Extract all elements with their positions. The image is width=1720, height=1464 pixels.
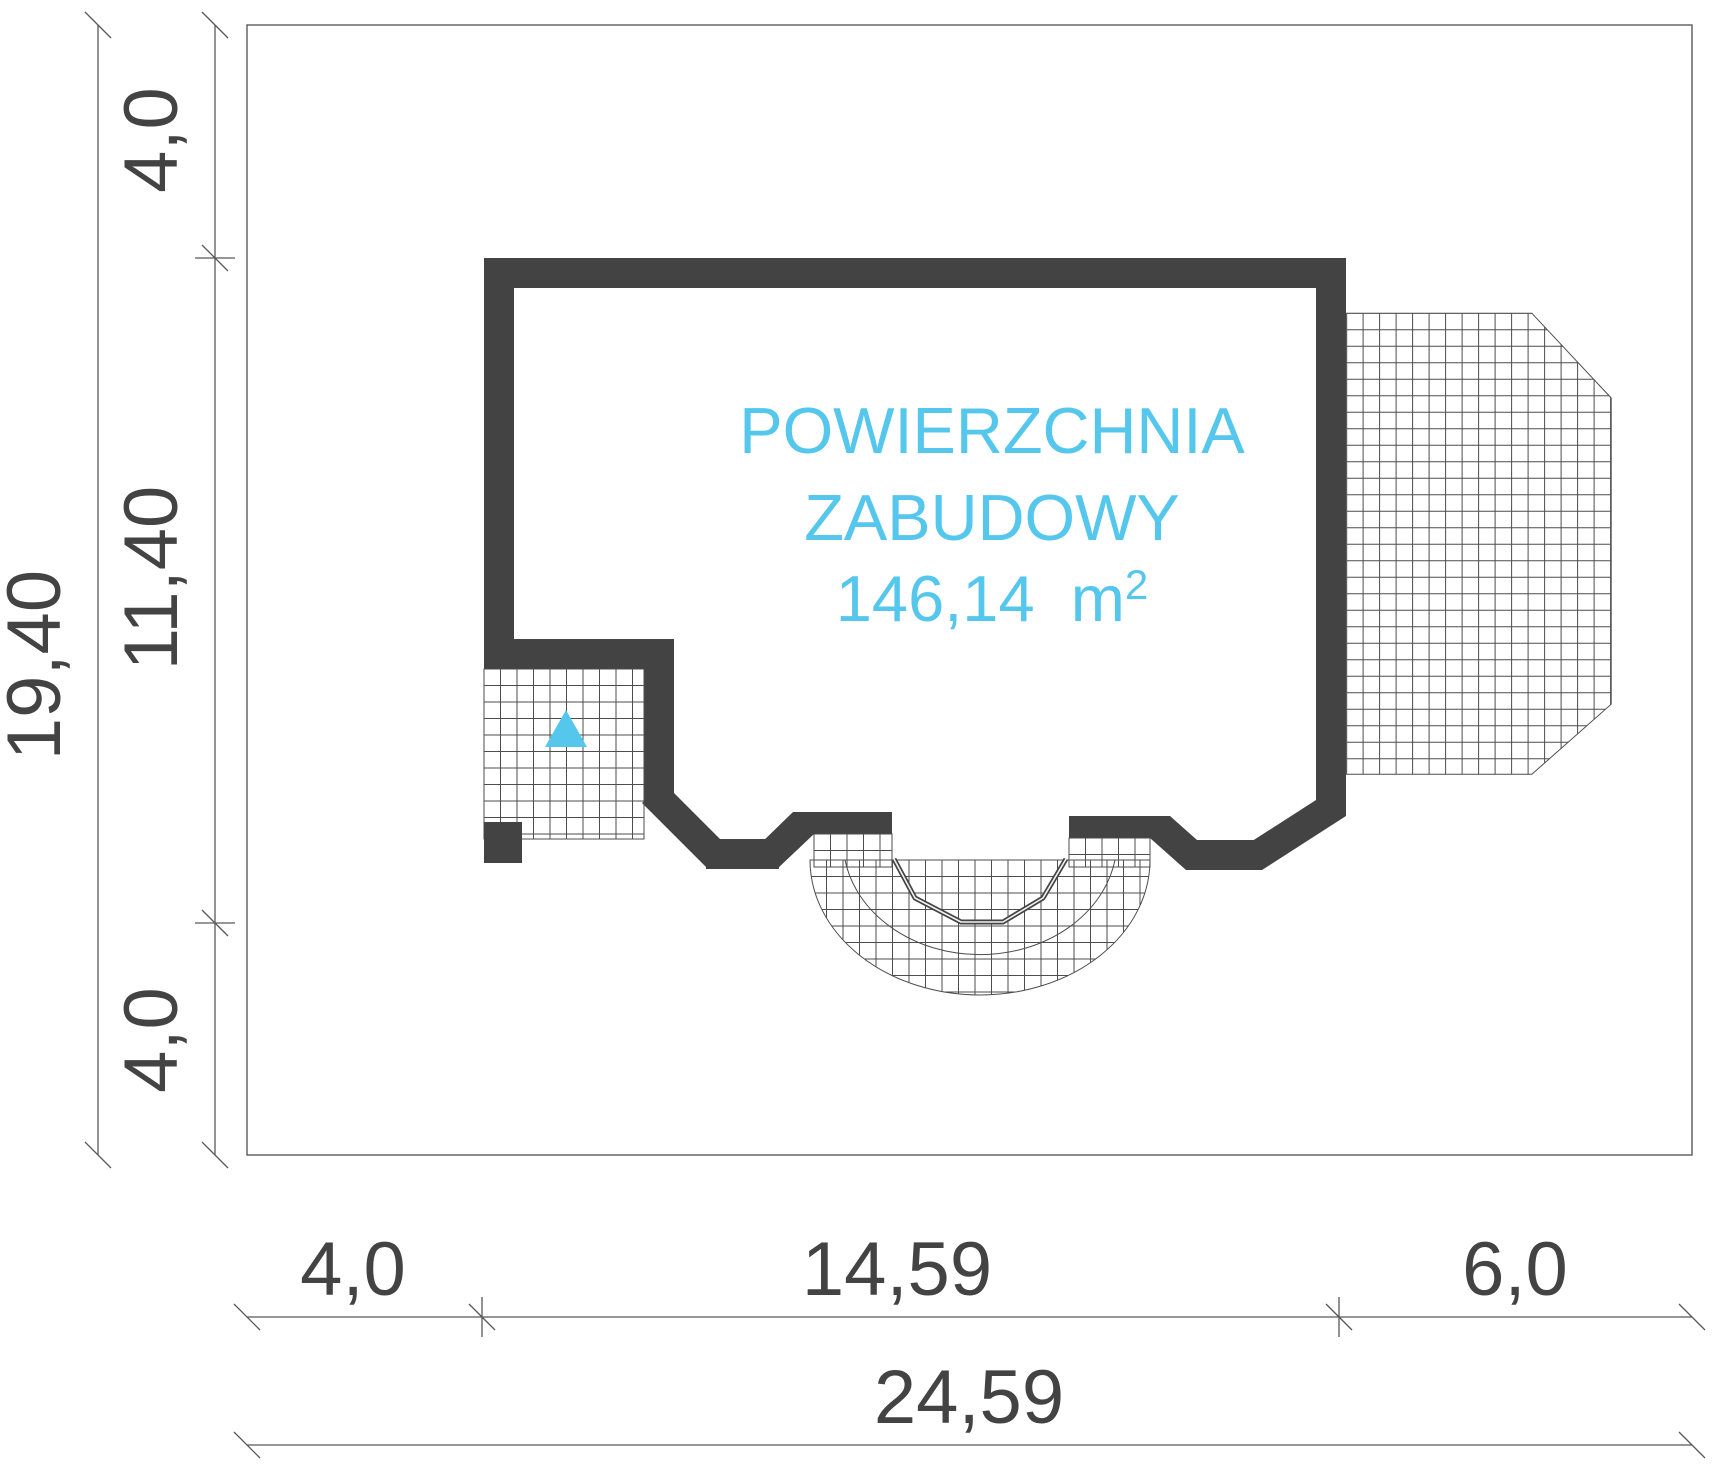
svg-text:14,59: 14,59 (802, 1227, 992, 1312)
svg-text:19,40: 19,40 (0, 570, 77, 760)
svg-text:11,40: 11,40 (109, 486, 194, 671)
svg-text:24,59: 24,59 (874, 1355, 1064, 1440)
svg-text:4,0: 4,0 (300, 1227, 406, 1312)
svg-text:6,0: 6,0 (1462, 1227, 1568, 1312)
svg-text:4,0: 4,0 (109, 987, 194, 1093)
svg-text:ZABUDOWY: ZABUDOWY (804, 481, 1180, 554)
svg-text:POWIERZCHNIA: POWIERZCHNIA (739, 394, 1245, 467)
svg-text:146,14 m2: 146,14 m2 (836, 561, 1148, 635)
svg-text:4,0: 4,0 (109, 87, 194, 193)
